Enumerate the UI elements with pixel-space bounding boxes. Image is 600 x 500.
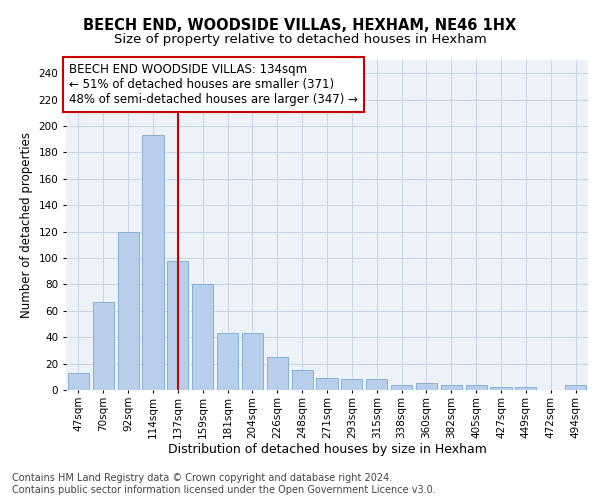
Bar <box>565 384 586 390</box>
Bar <box>341 380 362 390</box>
Bar <box>167 260 188 390</box>
Bar <box>366 380 387 390</box>
Bar <box>68 373 89 390</box>
Bar <box>490 388 512 390</box>
Bar <box>416 384 437 390</box>
Bar <box>93 302 114 390</box>
Bar <box>441 384 462 390</box>
Y-axis label: Number of detached properties: Number of detached properties <box>20 132 33 318</box>
Bar <box>142 135 164 390</box>
Bar <box>217 333 238 390</box>
X-axis label: Distribution of detached houses by size in Hexham: Distribution of detached houses by size … <box>167 443 487 456</box>
Text: Contains HM Land Registry data © Crown copyright and database right 2024.
Contai: Contains HM Land Registry data © Crown c… <box>12 474 436 495</box>
Text: BEECH END, WOODSIDE VILLAS, HEXHAM, NE46 1HX: BEECH END, WOODSIDE VILLAS, HEXHAM, NE46… <box>83 18 517 32</box>
Bar <box>515 388 536 390</box>
Bar <box>192 284 213 390</box>
Bar <box>466 384 487 390</box>
Text: BEECH END WOODSIDE VILLAS: 134sqm
← 51% of detached houses are smaller (371)
48%: BEECH END WOODSIDE VILLAS: 134sqm ← 51% … <box>68 64 358 106</box>
Bar <box>118 232 139 390</box>
Text: Size of property relative to detached houses in Hexham: Size of property relative to detached ho… <box>113 32 487 46</box>
Bar <box>391 384 412 390</box>
Bar <box>292 370 313 390</box>
Bar <box>267 357 288 390</box>
Bar <box>316 378 338 390</box>
Bar <box>242 333 263 390</box>
